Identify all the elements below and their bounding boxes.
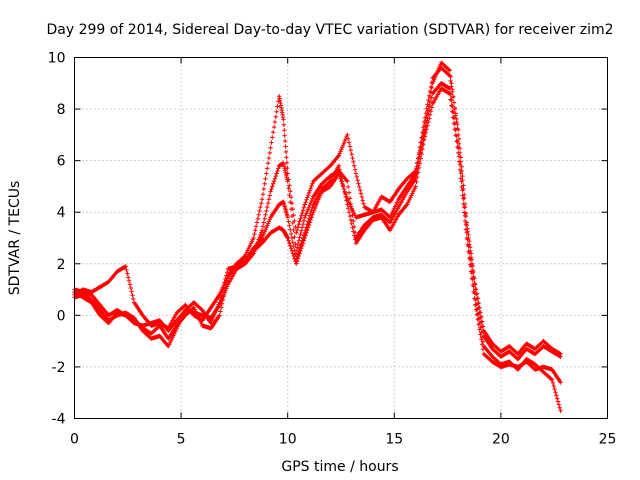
data-points [72, 60, 563, 413]
series-markers [72, 60, 563, 362]
x-tick-label: 10 [279, 432, 297, 448]
series-2 [72, 81, 563, 413]
chart-title: Day 299 of 2014, Sidereal Day-to-day VTE… [47, 22, 614, 38]
y-axis-label: SDTVAR / TECUs [7, 181, 23, 296]
series-1 [72, 60, 563, 362]
series-4 [72, 65, 563, 357]
x-tick-labels: 0 5 10 15 20 25 [70, 432, 616, 448]
x-tick-label: 15 [385, 432, 403, 448]
y-tick-labels: -4 -2 0 2 4 6 8 10 [48, 51, 66, 428]
y-tick-label: -4 [52, 412, 66, 428]
y-tick-label: 8 [57, 102, 66, 118]
axis-ticks [74, 57, 608, 419]
y-tick-label: 2 [57, 257, 66, 273]
plot-frame [74, 57, 608, 419]
x-tick-label: 25 [599, 432, 617, 448]
x-tick-label: 20 [492, 432, 510, 448]
y-tick-label: 4 [57, 205, 66, 221]
x-tick-label: 5 [177, 432, 186, 448]
series-markers [72, 81, 563, 413]
y-tick-label: 10 [48, 51, 66, 67]
y-tick-label: 0 [57, 308, 66, 324]
series-markers [72, 65, 563, 357]
x-tick-label: 0 [70, 432, 79, 448]
x-axis-label: GPS time / hours [281, 459, 398, 475]
y-tick-label: 6 [57, 154, 66, 170]
y-tick-label: -2 [52, 360, 66, 376]
